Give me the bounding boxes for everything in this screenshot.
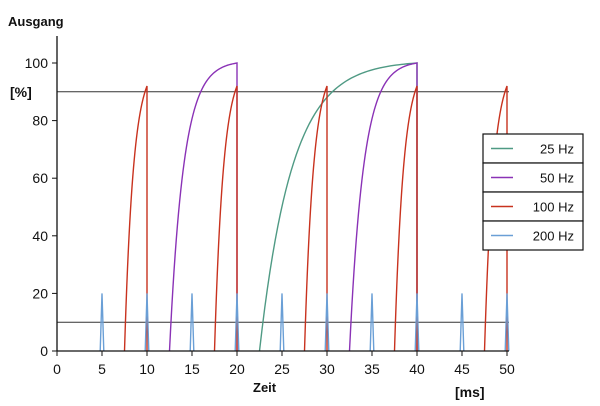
series-50-hz (168, 62, 418, 352)
series-pulse (189, 293, 195, 352)
legend-label: 100 Hz (533, 200, 574, 215)
legend-item: 25 Hz (482, 133, 584, 164)
series-100-hz (123, 85, 508, 352)
x-tick-label: 20 (229, 361, 245, 377)
x-tick-label: 10 (139, 361, 155, 377)
x-tick-label: 50 (499, 361, 515, 377)
series-pulse (459, 293, 465, 352)
x-tick-label: 30 (319, 361, 335, 377)
series-pulse (234, 293, 240, 352)
series-pulse (258, 62, 418, 352)
x-axis-title: Zeit (253, 380, 277, 395)
y-tick-label: 40 (32, 228, 48, 244)
series-pulse (414, 293, 420, 352)
legend-label: 200 Hz (533, 229, 574, 244)
series-pulse (168, 62, 238, 352)
series-200-hz (99, 293, 510, 352)
y-tick-label: 0 (40, 343, 48, 359)
legend-label: 25 Hz (540, 142, 574, 157)
series-pulse (369, 293, 375, 352)
legend: 25 Hz 50 Hz 100 Hz 200 Hz (482, 133, 584, 251)
series-pulse (324, 293, 330, 352)
series-pulse (279, 293, 285, 352)
x-tick-label: 35 (364, 361, 380, 377)
series-25-hz (258, 62, 418, 352)
x-tick-label: 0 (53, 361, 61, 377)
x-tick-label: 25 (274, 361, 290, 377)
y-axis-unit: [%] (10, 84, 32, 100)
y-tick-label: 20 (32, 285, 48, 301)
series-pulse (123, 85, 148, 352)
x-tick-label: 5 (98, 361, 106, 377)
series-pulse (504, 293, 510, 352)
reference-lines (57, 91, 509, 323)
series-pulse (99, 293, 105, 352)
y-tick-label: 100 (25, 55, 49, 71)
legend-label: 50 Hz (540, 171, 574, 186)
legend-item: 50 Hz (482, 162, 584, 193)
series-pulse (393, 85, 418, 352)
y-tick-label: 60 (32, 170, 48, 186)
axes: 0 5 10 15 20 25 30 35 40 45 50 0 20 40 60 80 100 (25, 36, 515, 377)
y-tick-label: 80 (32, 113, 48, 129)
legend-item: 200 Hz (482, 220, 584, 251)
legend-item: 100 Hz (482, 191, 584, 222)
x-axis-unit: [ms] (455, 384, 485, 400)
x-tick-label: 40 (409, 361, 425, 377)
series-layer (99, 62, 510, 352)
x-tick-label: 15 (184, 361, 200, 377)
series-pulse (348, 62, 418, 352)
series-pulse (303, 85, 328, 352)
series-pulse (144, 293, 150, 352)
series-pulse (213, 85, 238, 352)
y-axis-title: Ausgang (8, 14, 64, 29)
x-tick-label: 45 (454, 361, 470, 377)
